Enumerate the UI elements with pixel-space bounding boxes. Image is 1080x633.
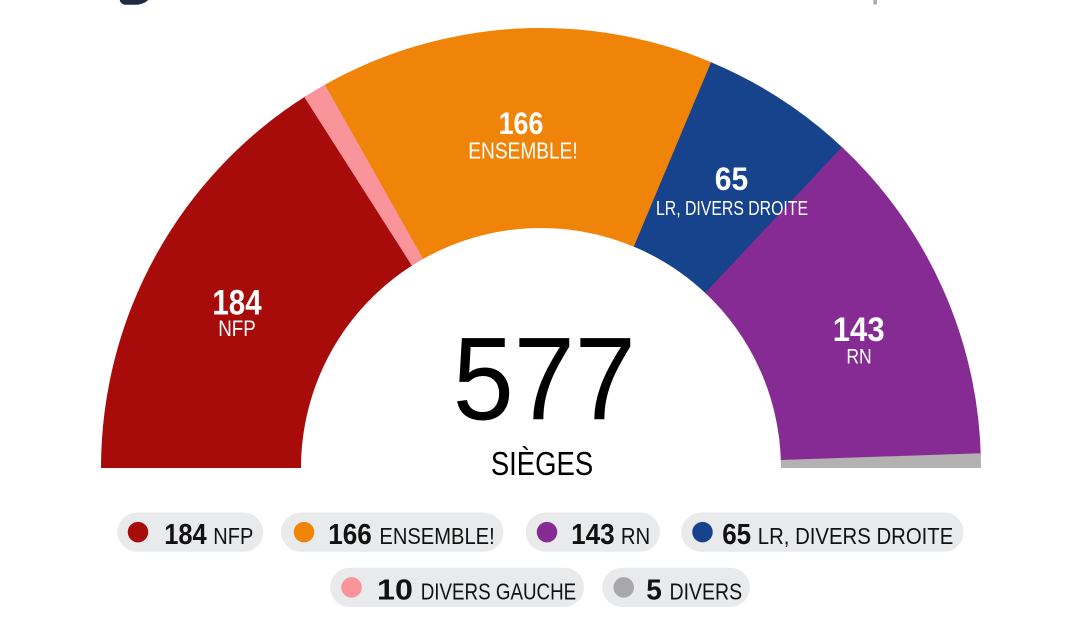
svg-text:SIÈGES: SIÈGES xyxy=(491,445,593,482)
svg-text:LR, DIVERS DROITE: LR, DIVERS DROITE xyxy=(758,523,954,549)
svg-text:166: 166 xyxy=(499,105,544,141)
svg-text:RN: RN xyxy=(846,346,871,369)
svg-text:ENSEMBLE!: ENSEMBLE! xyxy=(379,523,494,549)
svg-text:65: 65 xyxy=(715,161,748,197)
svg-text:DIVERS: DIVERS xyxy=(670,578,743,604)
svg-text:143: 143 xyxy=(571,519,615,551)
svg-text:166: 166 xyxy=(328,519,372,551)
svg-text:10: 10 xyxy=(377,574,413,606)
svg-text:143: 143 xyxy=(833,311,885,349)
svg-text:DIVERS GAUCHE: DIVERS GAUCHE xyxy=(421,578,577,604)
svg-text:NFP: NFP xyxy=(218,316,256,341)
svg-text:184: 184 xyxy=(164,519,207,551)
svg-text:5: 5 xyxy=(646,574,662,606)
svg-text:NFP: NFP xyxy=(213,523,253,549)
svg-text:LR, DIVERS DROITE: LR, DIVERS DROITE xyxy=(656,198,808,220)
svg-text:RN: RN xyxy=(621,523,650,549)
svg-text:ENSEMBLE!: ENSEMBLE! xyxy=(468,137,578,163)
svg-text:184: 184 xyxy=(212,284,262,323)
svg-text:577: 577 xyxy=(453,314,636,446)
svg-text:65: 65 xyxy=(722,519,751,551)
